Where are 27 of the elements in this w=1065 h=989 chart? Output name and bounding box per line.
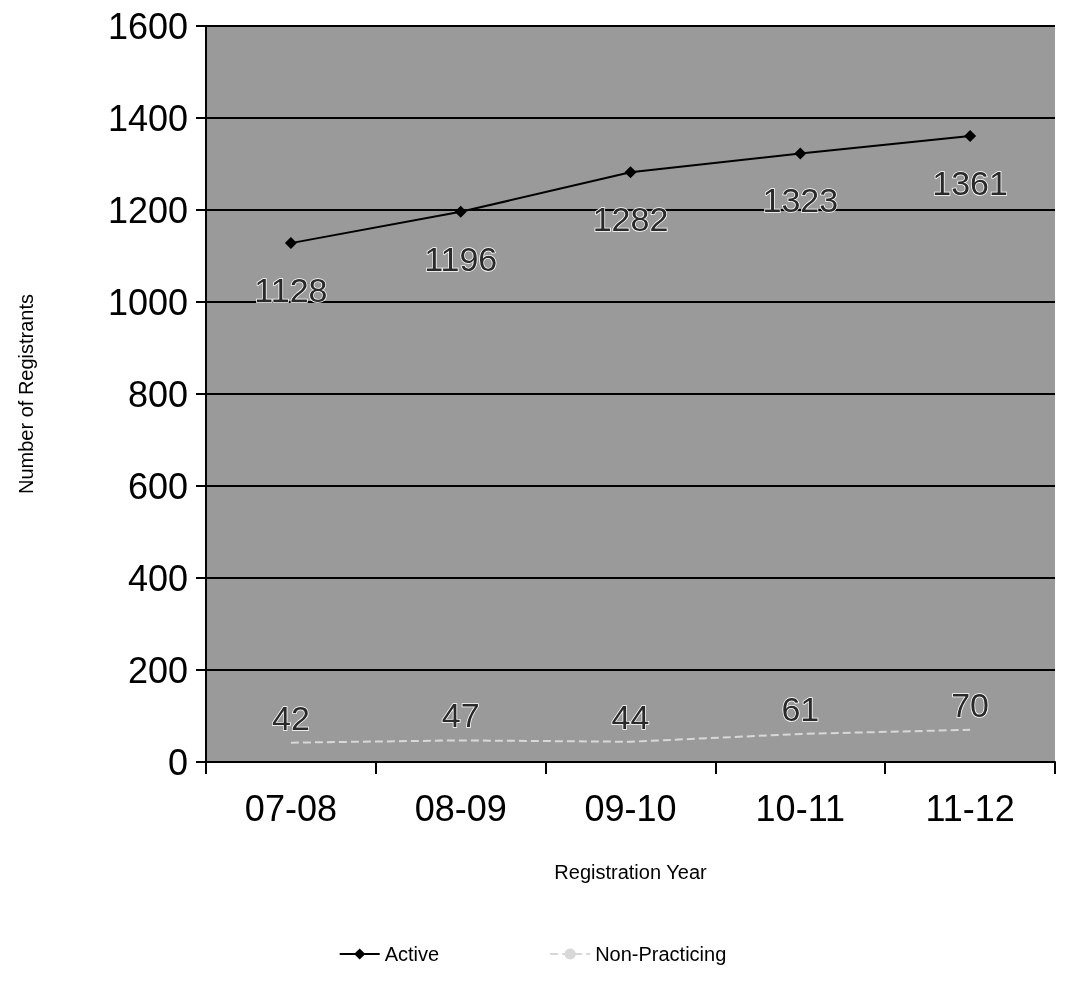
data-label: 47 bbox=[441, 696, 480, 735]
data-label: 1128 bbox=[254, 271, 328, 310]
legend-label: Non-Practicing bbox=[595, 943, 727, 965]
y-tick-label: 1200 bbox=[107, 189, 188, 231]
x-axis-title: Registration Year bbox=[554, 861, 707, 883]
data-label: 1196 bbox=[424, 239, 498, 278]
x-tick-label: 11-12 bbox=[925, 787, 1015, 829]
y-tick-label: 800 bbox=[127, 373, 188, 415]
y-tick-label: 0 bbox=[167, 741, 188, 783]
data-label: 70 bbox=[951, 685, 990, 724]
x-tick-label: 10-11 bbox=[755, 787, 845, 829]
y-tick-label: 1600 bbox=[107, 5, 188, 47]
data-label: 1361 bbox=[932, 163, 1008, 202]
data-label: 44 bbox=[611, 697, 650, 736]
y-axis-title: Number of Registrants bbox=[15, 293, 37, 495]
y-tick-label: 600 bbox=[127, 465, 188, 507]
y-tick-label: 400 bbox=[127, 557, 188, 599]
y-tick-label: 1400 bbox=[107, 97, 188, 139]
y-tick-label: 200 bbox=[127, 649, 188, 691]
y-tick-label: 1000 bbox=[107, 281, 188, 323]
data-label: 42 bbox=[271, 698, 310, 737]
data-label: 61 bbox=[781, 689, 820, 728]
legend-label: Active bbox=[384, 943, 440, 965]
x-tick-label: 09-10 bbox=[584, 787, 677, 829]
data-label: 1282 bbox=[592, 200, 669, 239]
x-tick-label: 08-09 bbox=[414, 787, 507, 829]
x-tick-label: 07-08 bbox=[244, 787, 337, 829]
